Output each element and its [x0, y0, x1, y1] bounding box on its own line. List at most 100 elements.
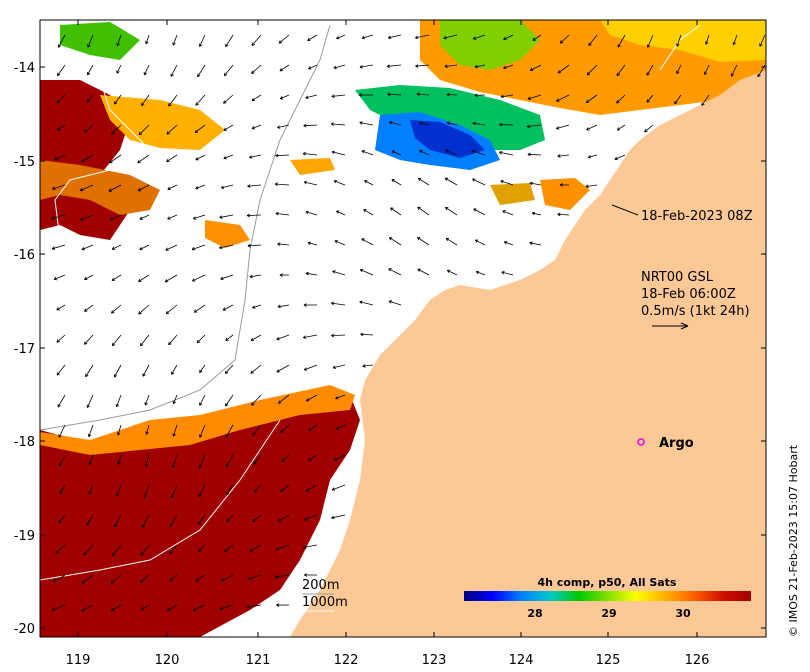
- current-arrowhead: [219, 606, 223, 611]
- current-arrowhead: [85, 373, 89, 378]
- current-arrowhead: [474, 239, 479, 243]
- current-arrow: [306, 394, 318, 402]
- latitude-axis: -14 -15 -16 -17 -18 -19 -20: [14, 61, 766, 637]
- current-arrow: [502, 210, 514, 216]
- current-arrowhead: [254, 489, 258, 493]
- current-arrow: [58, 34, 66, 48]
- current-arrowhead: [364, 180, 368, 184]
- current-arrowhead: [169, 550, 173, 555]
- current-arrow: [418, 177, 430, 186]
- current-arrow: [249, 274, 262, 278]
- current-arrowhead: [141, 606, 145, 611]
- current-arrow: [334, 240, 346, 246]
- current-arrow: [361, 150, 374, 156]
- current-arrow: [111, 304, 122, 314]
- current-arrowhead: [276, 336, 280, 341]
- current-arrowhead: [192, 278, 196, 282]
- current-arrow: [503, 34, 514, 40]
- current-arrowhead: [331, 94, 335, 98]
- current-arrow: [220, 274, 234, 280]
- lon-tick-label: 119: [66, 653, 91, 668]
- current-arrowhead: [253, 461, 257, 465]
- current-arrow: [57, 64, 66, 76]
- current-arrowhead: [251, 97, 255, 102]
- current-arrow: [221, 184, 234, 189]
- current-arrow: [308, 424, 318, 431]
- current-arrowhead: [249, 548, 253, 552]
- current-arrowhead: [705, 41, 709, 45]
- current-arrowhead: [116, 42, 120, 47]
- current-arrowhead: [198, 493, 202, 498]
- current-arrowhead: [58, 434, 62, 438]
- current-arrowhead: [137, 159, 141, 164]
- current-arrow: [84, 304, 94, 312]
- current-arrowhead: [444, 64, 448, 68]
- current-arrowhead: [224, 370, 229, 374]
- current-arrowhead: [307, 457, 312, 462]
- current-arrow: [303, 153, 318, 156]
- current-arrowhead: [446, 269, 451, 273]
- current-arrow: [198, 484, 206, 498]
- current-arrow: [364, 180, 374, 186]
- current-arrow: [303, 544, 318, 548]
- current-arrow: [308, 454, 318, 462]
- lon-tick-label: 126: [685, 653, 710, 668]
- current-arrow: [165, 244, 178, 251]
- current-arrowhead: [113, 374, 118, 378]
- current-arrowhead: [165, 247, 169, 251]
- current-arrowhead: [139, 216, 143, 220]
- current-arrow: [527, 94, 542, 100]
- current-arrowhead: [303, 303, 307, 307]
- current-arrow: [388, 268, 402, 276]
- current-arrow: [585, 94, 598, 104]
- current-arrowhead: [529, 67, 534, 71]
- current-arrowhead: [145, 431, 149, 435]
- current-arrow: [417, 206, 430, 216]
- current-arrow: [225, 454, 234, 467]
- current-arrow: [111, 124, 122, 135]
- current-arrowhead: [81, 158, 85, 163]
- current-arrowhead: [168, 103, 172, 107]
- current-arrowhead: [616, 100, 620, 104]
- current-arrowhead: [164, 279, 169, 283]
- argo-marker: Argo: [637, 436, 694, 451]
- current-arrowhead: [443, 35, 447, 40]
- current-arrowhead: [223, 72, 228, 77]
- current-arrowhead: [305, 488, 309, 492]
- current-arrow: [331, 94, 346, 97]
- current-arrow: [419, 150, 430, 156]
- current-arrow: [199, 394, 206, 406]
- current-arrow: [704, 64, 710, 75]
- current-arrow: [86, 514, 94, 526]
- current-arrow: [557, 154, 570, 157]
- contour-1000m: [40, 79, 151, 251]
- current-arrowhead: [472, 121, 476, 126]
- current-arrow: [225, 34, 234, 47]
- current-arrowhead: [88, 491, 92, 495]
- current-arrowhead: [471, 149, 475, 154]
- current-arrow: [84, 124, 94, 133]
- current-arrow: [142, 364, 150, 377]
- current-arrowhead: [140, 579, 144, 583]
- current-arrow: [52, 184, 66, 190]
- current-arrow: [80, 184, 94, 192]
- current-arrowhead: [500, 179, 504, 184]
- current-arrow: [249, 154, 262, 158]
- current-arrow: [140, 334, 150, 347]
- current-arrow: [56, 334, 66, 343]
- current-arrowhead: [389, 120, 393, 125]
- current-arrow: [559, 34, 570, 44]
- current-arrow: [113, 364, 122, 378]
- current-arrowhead: [757, 73, 761, 78]
- warm-band-west: [100, 95, 225, 150]
- current-arrowhead: [529, 181, 533, 186]
- current-arrowhead: [388, 268, 392, 272]
- current-arrow: [588, 34, 598, 46]
- current-arrow: [333, 64, 346, 69]
- current-arrow: [165, 304, 178, 315]
- current-arrow: [614, 154, 626, 160]
- current-arrowhead: [57, 44, 62, 48]
- current-arrowhead: [52, 579, 57, 583]
- current-arrow: [331, 151, 346, 156]
- current-arrow: [276, 334, 290, 340]
